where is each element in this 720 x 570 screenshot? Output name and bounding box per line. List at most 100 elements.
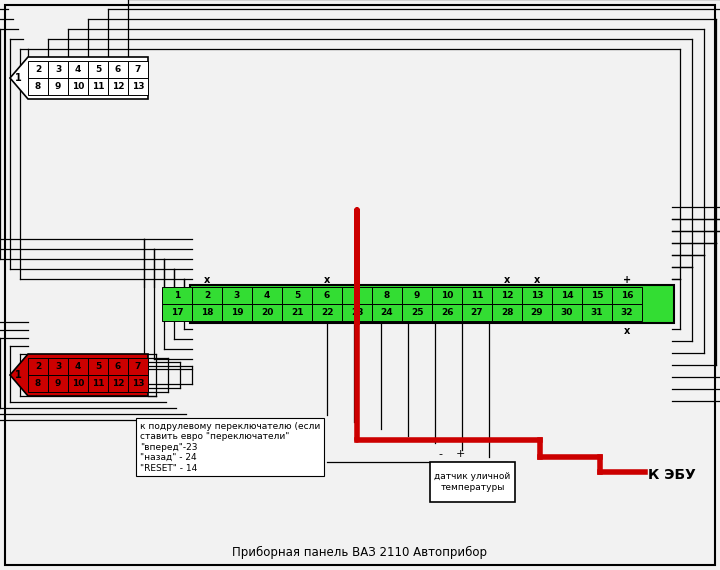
Bar bbox=[432, 304, 462, 321]
Bar bbox=[48, 375, 68, 392]
Bar bbox=[282, 287, 312, 304]
Bar bbox=[88, 375, 108, 392]
Text: x: x bbox=[624, 326, 630, 336]
Text: 28: 28 bbox=[500, 308, 513, 317]
Text: 11: 11 bbox=[91, 379, 104, 388]
Bar bbox=[68, 61, 88, 78]
Text: 12: 12 bbox=[500, 291, 513, 300]
Text: Приборная панель ВАЗ 2110 Автоприбор: Приборная панель ВАЗ 2110 Автоприбор bbox=[233, 545, 487, 559]
Bar bbox=[282, 304, 312, 321]
Text: 15: 15 bbox=[590, 291, 603, 300]
Bar bbox=[108, 61, 128, 78]
Text: +: + bbox=[455, 449, 464, 459]
Bar bbox=[28, 61, 48, 78]
Bar bbox=[190, 285, 674, 323]
Text: x: x bbox=[324, 275, 330, 285]
Bar bbox=[48, 61, 68, 78]
Bar bbox=[430, 462, 515, 502]
Text: 5: 5 bbox=[95, 362, 101, 371]
Text: 9: 9 bbox=[55, 82, 61, 91]
Bar bbox=[522, 287, 552, 304]
Bar bbox=[68, 375, 88, 392]
Text: +: + bbox=[623, 275, 631, 285]
Text: 6: 6 bbox=[324, 291, 330, 300]
Text: 4: 4 bbox=[75, 65, 81, 74]
Text: 9: 9 bbox=[55, 379, 61, 388]
Text: 7: 7 bbox=[135, 65, 141, 74]
Text: 7: 7 bbox=[135, 362, 141, 371]
Text: 31: 31 bbox=[590, 308, 603, 317]
Text: 32: 32 bbox=[621, 308, 634, 317]
Text: к подрулевому переключателю (если
ставить евро "переключатели"
"вперед"-23
"наза: к подрулевому переключателю (если ставит… bbox=[140, 422, 320, 473]
Text: 16: 16 bbox=[621, 291, 634, 300]
Text: x: x bbox=[204, 275, 210, 285]
Bar bbox=[68, 358, 88, 375]
Text: 2: 2 bbox=[35, 65, 41, 74]
Text: 12: 12 bbox=[112, 379, 125, 388]
Bar bbox=[492, 287, 522, 304]
Text: x: x bbox=[354, 275, 360, 285]
Text: 26: 26 bbox=[441, 308, 454, 317]
Bar bbox=[312, 304, 342, 321]
Bar bbox=[28, 358, 48, 375]
Text: 13: 13 bbox=[531, 291, 544, 300]
Text: x: x bbox=[534, 275, 540, 285]
Bar bbox=[128, 375, 148, 392]
Bar bbox=[462, 304, 492, 321]
Text: 21: 21 bbox=[291, 308, 303, 317]
Bar bbox=[128, 61, 148, 78]
Text: 6: 6 bbox=[115, 362, 121, 371]
Text: датчик уличной
температуры: датчик уличной температуры bbox=[434, 473, 510, 492]
Text: 24: 24 bbox=[381, 308, 393, 317]
Bar bbox=[88, 358, 108, 375]
Bar bbox=[522, 304, 552, 321]
Text: 2: 2 bbox=[35, 362, 41, 371]
Text: 27: 27 bbox=[471, 308, 483, 317]
Bar bbox=[582, 287, 612, 304]
Text: 29: 29 bbox=[531, 308, 544, 317]
Text: 10: 10 bbox=[72, 82, 84, 91]
Bar bbox=[222, 287, 252, 304]
Text: 1: 1 bbox=[174, 291, 180, 300]
Text: 10: 10 bbox=[441, 291, 453, 300]
Text: К ЭБУ: К ЭБУ bbox=[648, 468, 696, 482]
Text: 9: 9 bbox=[414, 291, 420, 300]
Text: 22: 22 bbox=[320, 308, 333, 317]
Text: 2: 2 bbox=[204, 291, 210, 300]
Text: 8: 8 bbox=[384, 291, 390, 300]
Text: 8: 8 bbox=[35, 379, 41, 388]
Text: 5: 5 bbox=[95, 65, 101, 74]
Text: 30: 30 bbox=[561, 308, 573, 317]
Text: 23: 23 bbox=[351, 308, 364, 317]
Bar bbox=[612, 304, 642, 321]
Text: 3: 3 bbox=[55, 362, 61, 371]
Text: 3: 3 bbox=[234, 291, 240, 300]
Bar bbox=[48, 358, 68, 375]
Text: 13: 13 bbox=[132, 379, 144, 388]
Bar bbox=[68, 78, 88, 95]
Text: 3: 3 bbox=[55, 65, 61, 74]
Text: x: x bbox=[504, 275, 510, 285]
Bar bbox=[462, 287, 492, 304]
Bar bbox=[28, 78, 48, 95]
Text: 13: 13 bbox=[132, 82, 144, 91]
Bar bbox=[492, 304, 522, 321]
Bar bbox=[108, 78, 128, 95]
Bar bbox=[128, 358, 148, 375]
Bar bbox=[552, 304, 582, 321]
Text: 7: 7 bbox=[354, 291, 360, 300]
Bar bbox=[162, 304, 192, 321]
Text: 6: 6 bbox=[115, 65, 121, 74]
Text: -: - bbox=[438, 449, 442, 459]
Text: 4: 4 bbox=[75, 362, 81, 371]
Bar bbox=[582, 304, 612, 321]
Text: 1: 1 bbox=[14, 370, 22, 380]
Bar bbox=[342, 287, 372, 304]
Polygon shape bbox=[10, 354, 148, 396]
Bar bbox=[192, 304, 222, 321]
Bar bbox=[252, 304, 282, 321]
Text: 14: 14 bbox=[561, 291, 573, 300]
Bar bbox=[612, 287, 642, 304]
Text: 5: 5 bbox=[294, 291, 300, 300]
Text: 18: 18 bbox=[201, 308, 213, 317]
